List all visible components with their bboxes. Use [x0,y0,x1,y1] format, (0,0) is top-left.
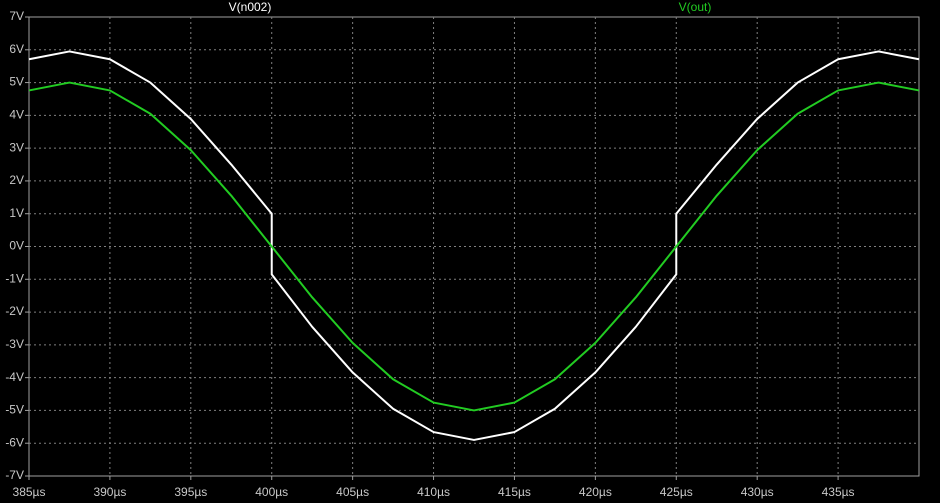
y-tick-label: 3V [9,140,24,154]
series-line [28,81,920,412]
x-tick-label: 425µs [660,485,693,499]
x-tick-label: 420µs [579,485,612,499]
x-tick-label: 415µs [498,485,531,499]
x-tick-label: 395µs [174,485,207,499]
y-tick-label: -5V [5,403,24,417]
y-tick-label: -4V [5,370,24,384]
y-tick-label: 4V [9,108,24,122]
x-tick-label: 400µs [255,485,288,499]
y-tick-label: -7V [5,468,24,482]
x-tick-label: 410µs [417,485,450,499]
y-tick-label: -1V [5,271,24,285]
x-tick-label: 390µs [93,485,126,499]
x-tick-label: 435µs [822,485,855,499]
x-tick-label: 385µs [13,485,46,499]
y-tick-label: 6V [9,42,24,56]
y-tick-label: -2V [5,304,24,318]
y-tick-label: 0V [9,239,24,253]
legend-entry: V(out) [679,0,712,14]
y-tick-label: 5V [9,75,24,89]
y-tick-label: -3V [5,337,24,351]
series-line [28,50,920,441]
y-tick-label: -6V [5,435,24,449]
y-tick-label: 7V [9,9,24,23]
x-tick-label: 405µs [336,485,369,499]
x-tick-label: 430µs [741,485,774,499]
legend-entry: V(n002) [229,0,272,14]
y-tick-label: 1V [9,206,24,220]
y-tick-label: 2V [9,173,24,187]
